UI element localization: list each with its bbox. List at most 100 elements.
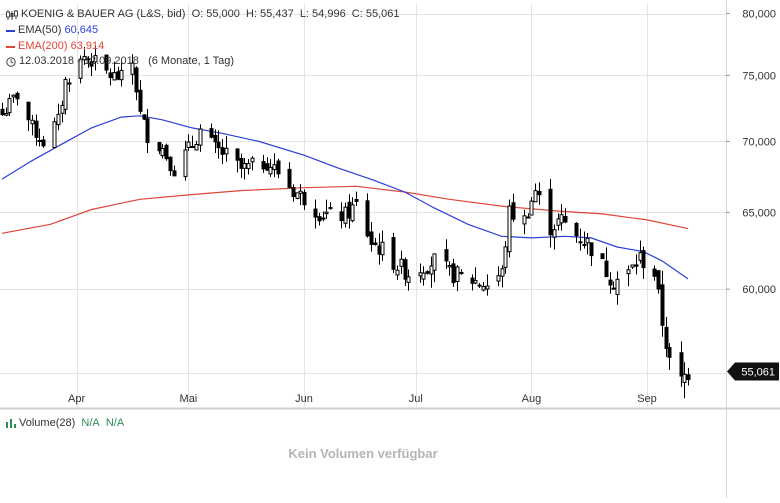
volume-bars-icon xyxy=(6,418,16,428)
candle-body xyxy=(444,249,449,262)
candle-body xyxy=(559,214,564,224)
candle-body xyxy=(608,279,613,286)
candle-body xyxy=(503,246,508,268)
candle-body xyxy=(261,161,266,170)
candle-body xyxy=(235,148,240,161)
ema200-swatch xyxy=(6,45,15,48)
candle-body xyxy=(399,258,404,267)
candle-body xyxy=(138,89,143,112)
candle-body xyxy=(585,237,590,244)
candle-body xyxy=(63,78,68,110)
candle-body xyxy=(365,200,370,237)
candle-body xyxy=(667,347,672,358)
candle-body xyxy=(302,191,307,206)
ema50-label: EMA(50) xyxy=(18,24,62,36)
candle-body xyxy=(574,222,579,237)
candle-body xyxy=(485,285,490,290)
candle-body xyxy=(216,141,221,149)
candle-body xyxy=(473,280,478,284)
ema200-value: 63,914 xyxy=(70,40,105,52)
candle-body xyxy=(198,128,203,146)
candle-body xyxy=(82,55,87,61)
candle-body xyxy=(496,275,501,282)
candle-body xyxy=(615,278,620,295)
candle-body xyxy=(298,190,303,194)
candle-body xyxy=(246,163,251,170)
chart-title-row: KOENIG & BAUER AG (L&S, bid) O: 55,000 H… xyxy=(6,8,400,21)
candle-body xyxy=(686,374,691,381)
candle-body xyxy=(209,128,214,138)
candle-body xyxy=(563,216,568,223)
candle-body xyxy=(395,269,400,276)
period-interval: (6 Monate, 1 Tag) xyxy=(148,55,235,67)
instrument-title: KOENIG & BAUER AG (L&S, bid) xyxy=(21,8,186,20)
candle-body xyxy=(276,160,281,175)
candle-body xyxy=(164,144,169,160)
candle-body xyxy=(157,142,162,152)
candle-body xyxy=(421,272,426,280)
candle-body xyxy=(295,192,300,199)
ema200-line xyxy=(1,185,689,234)
candle-body xyxy=(589,242,594,257)
candle-body xyxy=(459,272,464,275)
candlestick-icon xyxy=(6,9,18,20)
y-tick-label: 75,000 xyxy=(742,70,776,82)
candle-body xyxy=(626,269,631,275)
candle-body xyxy=(529,200,534,216)
ohlc-values: O: 55,000 H: 55,437 L: 54,996 C: 55,061 xyxy=(191,8,400,20)
candle-body xyxy=(93,55,98,63)
candle-body xyxy=(0,108,5,116)
candle-body xyxy=(451,263,456,284)
y-tick-label: 80,000 xyxy=(742,9,776,21)
volume-legend: Volume(28) N/A N/A xyxy=(6,417,124,429)
candle-body xyxy=(664,326,669,349)
candle-body xyxy=(526,216,531,219)
ema50-swatch xyxy=(6,29,15,32)
candle-body xyxy=(652,268,657,277)
candle-body xyxy=(548,188,553,236)
candle-body xyxy=(86,58,91,61)
candle-body xyxy=(660,284,665,326)
candle-body xyxy=(224,147,229,155)
candle-body xyxy=(507,205,512,253)
candle-body xyxy=(578,241,583,244)
last-price-label: 55,061 xyxy=(741,366,775,378)
candle-body xyxy=(328,207,333,210)
candle-body xyxy=(604,260,609,278)
candle-body xyxy=(447,265,452,268)
candle-body xyxy=(641,250,646,269)
clock-icon xyxy=(6,56,16,67)
x-tick-label: Mai xyxy=(180,393,198,405)
ema200-label: EMA(200) xyxy=(18,40,68,52)
candle-body xyxy=(403,259,408,280)
candle-body xyxy=(582,243,587,246)
candle-body xyxy=(4,113,9,116)
candle-body xyxy=(511,202,516,220)
candle-body xyxy=(354,199,359,202)
candlestick-series xyxy=(0,45,691,399)
candle-body xyxy=(130,62,135,75)
candle-body xyxy=(317,216,322,222)
last-price-badge xyxy=(727,362,779,381)
candle-body xyxy=(119,69,124,81)
candle-body xyxy=(242,163,247,169)
ema50-line xyxy=(1,115,689,280)
x-tick-label: Jul xyxy=(409,393,423,405)
candle-body xyxy=(37,140,42,143)
candle-body xyxy=(522,215,527,225)
candle-body xyxy=(682,373,687,383)
candle-body xyxy=(67,82,72,85)
ema200-series xyxy=(1,185,689,234)
candle-body xyxy=(350,204,355,222)
candle-body xyxy=(26,101,31,121)
candle-body xyxy=(104,54,109,71)
candle-body xyxy=(145,118,150,143)
candle-body xyxy=(321,217,326,220)
candle-body xyxy=(432,253,437,271)
no-volume-message: Kein Volumen verfügbar xyxy=(288,446,438,461)
candle-body xyxy=(190,146,195,149)
period-range: 12.03.2018 - 12.09.2018 xyxy=(19,55,139,67)
x-tick-label: Sep xyxy=(637,393,657,405)
x-axis: Apr Mai Jun Jul Aug Sep xyxy=(68,393,657,405)
